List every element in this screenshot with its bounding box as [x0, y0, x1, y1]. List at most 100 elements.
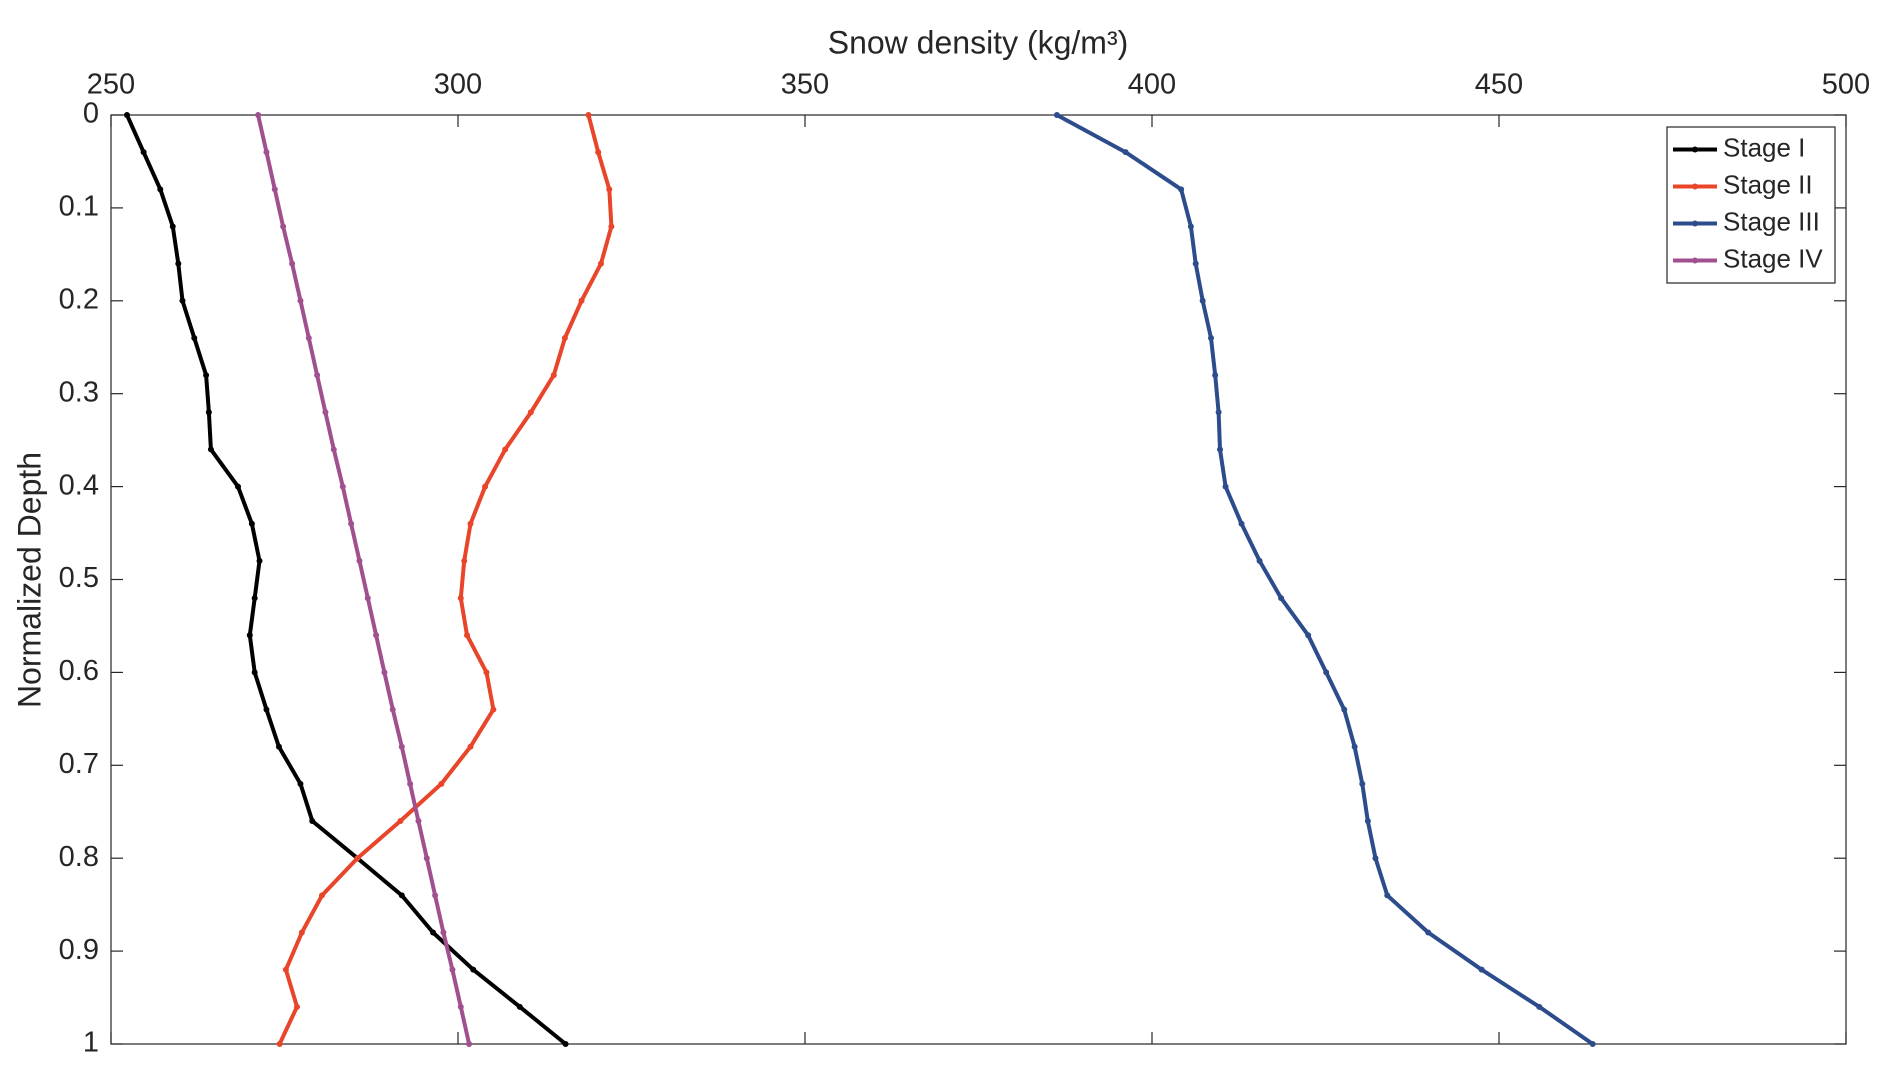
point — [1215, 409, 1222, 416]
point — [330, 446, 337, 453]
point — [585, 112, 592, 118]
point — [381, 669, 388, 676]
y-tick-label: 0.6 — [59, 655, 99, 687]
y-tick-label: 0.3 — [59, 376, 99, 408]
y-tick-label: 0.1 — [59, 191, 99, 223]
series-line — [125, 114, 567, 1046]
point — [502, 446, 509, 453]
point — [1341, 706, 1348, 713]
point — [415, 818, 422, 825]
y-tick-label: 0.5 — [59, 562, 99, 594]
point — [1305, 632, 1312, 639]
point — [423, 855, 430, 862]
point — [1364, 818, 1371, 825]
y-tick-label: 0 — [83, 98, 99, 130]
legend-label: Stage I — [1723, 132, 1805, 162]
point — [1122, 149, 1129, 156]
point — [595, 149, 602, 156]
point — [157, 186, 164, 193]
point — [467, 520, 474, 527]
point — [373, 632, 380, 639]
point — [246, 632, 253, 639]
point — [562, 1041, 569, 1047]
point — [203, 372, 210, 379]
legend-label: Stage III — [1723, 206, 1820, 236]
y-tick-label: 0.8 — [59, 841, 99, 873]
point — [483, 669, 490, 676]
point — [1256, 557, 1263, 564]
point — [1589, 1041, 1596, 1047]
point — [490, 706, 497, 713]
point — [256, 557, 263, 564]
point — [318, 892, 325, 899]
point — [1212, 372, 1219, 379]
point — [449, 966, 456, 973]
x-axis-label: Snow density (kg/m³) — [828, 24, 1129, 60]
series-line — [1055, 113, 1594, 1046]
point — [1536, 1003, 1543, 1010]
point — [1178, 186, 1185, 193]
point — [280, 223, 287, 230]
point — [561, 334, 568, 341]
point — [606, 186, 613, 193]
point — [457, 595, 464, 602]
legend-point — [1692, 257, 1698, 264]
point — [1359, 780, 1366, 787]
legend-point — [1692, 146, 1698, 153]
point — [1217, 446, 1224, 453]
point — [322, 409, 329, 416]
point — [1351, 743, 1358, 750]
point — [356, 557, 363, 564]
point — [1187, 223, 1194, 230]
point — [263, 706, 270, 713]
point — [309, 818, 316, 825]
point — [457, 1003, 464, 1010]
point — [482, 483, 489, 490]
point — [467, 743, 474, 750]
point — [205, 409, 212, 416]
point — [1384, 892, 1391, 899]
legend-label: Stage II — [1723, 169, 1813, 199]
point — [578, 297, 585, 304]
point — [398, 892, 405, 899]
point — [364, 595, 371, 602]
point — [123, 112, 130, 118]
point — [440, 929, 447, 936]
y-tick-label: 0.4 — [59, 469, 99, 501]
point — [314, 372, 321, 379]
point — [271, 186, 278, 193]
x-tick-label: 400 — [1128, 69, 1176, 101]
series-line — [277, 114, 614, 1045]
point — [251, 595, 258, 602]
point — [597, 260, 604, 267]
legend-box — [1666, 126, 1836, 284]
point — [608, 223, 615, 230]
point — [398, 743, 405, 750]
point — [235, 483, 242, 490]
point — [389, 706, 396, 713]
point — [1222, 483, 1229, 490]
point — [293, 1003, 300, 1010]
point — [1278, 595, 1285, 602]
point — [1207, 334, 1214, 341]
point — [305, 334, 312, 341]
point — [248, 520, 255, 527]
point — [1323, 669, 1330, 676]
point — [430, 929, 437, 936]
point — [297, 297, 304, 304]
y-axis-label: Normalized Depth — [11, 452, 47, 708]
x-tick-label: 450 — [1475, 69, 1523, 101]
point — [263, 149, 270, 156]
point — [191, 334, 198, 341]
series-line — [256, 114, 472, 1045]
point — [516, 1003, 523, 1010]
plot-frame — [110, 114, 1847, 1045]
point — [1372, 855, 1379, 862]
point — [1192, 260, 1199, 267]
point — [1053, 112, 1060, 118]
y-tick-label: 0.2 — [59, 283, 99, 315]
point — [140, 149, 147, 156]
legend-point — [1692, 220, 1698, 227]
legend-label: Stage IV — [1723, 243, 1823, 273]
